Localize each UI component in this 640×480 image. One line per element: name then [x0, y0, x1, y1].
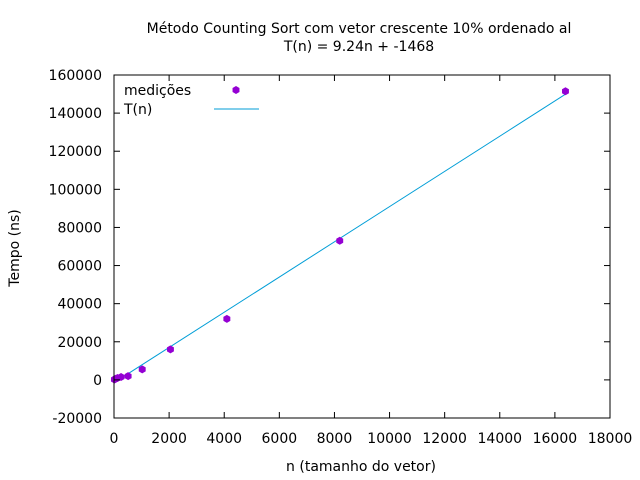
- chart-subtitle: T(n) = 9.24n + -1468: [283, 39, 434, 55]
- data-point: [336, 236, 344, 245]
- x-tick-label: 2000: [151, 431, 187, 447]
- x-tick-label: 6000: [262, 431, 298, 447]
- data-point: [223, 314, 231, 323]
- data-point: [166, 345, 174, 354]
- y-tick-label: 0: [93, 373, 102, 389]
- y-tick-label: 160000: [49, 68, 102, 84]
- y-tick-label: -20000: [52, 411, 102, 427]
- data-point: [562, 87, 569, 96]
- y-tick-label: 20000: [57, 335, 102, 351]
- data-point: [124, 372, 132, 381]
- x-tick-label: 8000: [317, 431, 353, 447]
- y-tick-label: 60000: [57, 259, 102, 275]
- x-tick-label: 10000: [367, 431, 412, 447]
- data-point: [117, 373, 125, 382]
- chart-title: Método Counting Sort com vetor crescente…: [147, 21, 572, 37]
- x-tick-label: 12000: [422, 431, 467, 447]
- x-tick-label: 4000: [206, 431, 242, 447]
- x-tick-label: 16000: [533, 431, 578, 447]
- y-tick-label: 140000: [49, 106, 102, 122]
- y-tick-label: 80000: [57, 220, 102, 236]
- x-axis-label: n (tamanho do vetor): [286, 459, 436, 475]
- x-axis: 0 2000 4000 6000 8000 10000 12000 14000 16000 180…: [110, 75, 633, 447]
- data-point: [138, 365, 146, 374]
- legend-marker-medicoes: [232, 86, 240, 94]
- y-axis: -20000 0 20000 40000 60000 80000 100000 120000 1…: [49, 68, 610, 427]
- legend-label-medicoes: medições: [124, 83, 191, 99]
- y-axis-label: Tempo (ns): [7, 209, 23, 287]
- y-tick-label: 100000: [49, 182, 102, 198]
- x-tick-label: 14000: [478, 431, 523, 447]
- x-tick-label: 18000: [588, 431, 633, 447]
- legend: medições T(n): [123, 83, 259, 118]
- x-tick-label: 0: [110, 431, 119, 447]
- legend-label-t-n: T(n): [123, 102, 152, 118]
- y-tick-label: 120000: [49, 144, 102, 160]
- y-tick-label: 40000: [57, 297, 102, 313]
- plot-area: [110, 87, 569, 384]
- plot-frame: [113, 74, 611, 419]
